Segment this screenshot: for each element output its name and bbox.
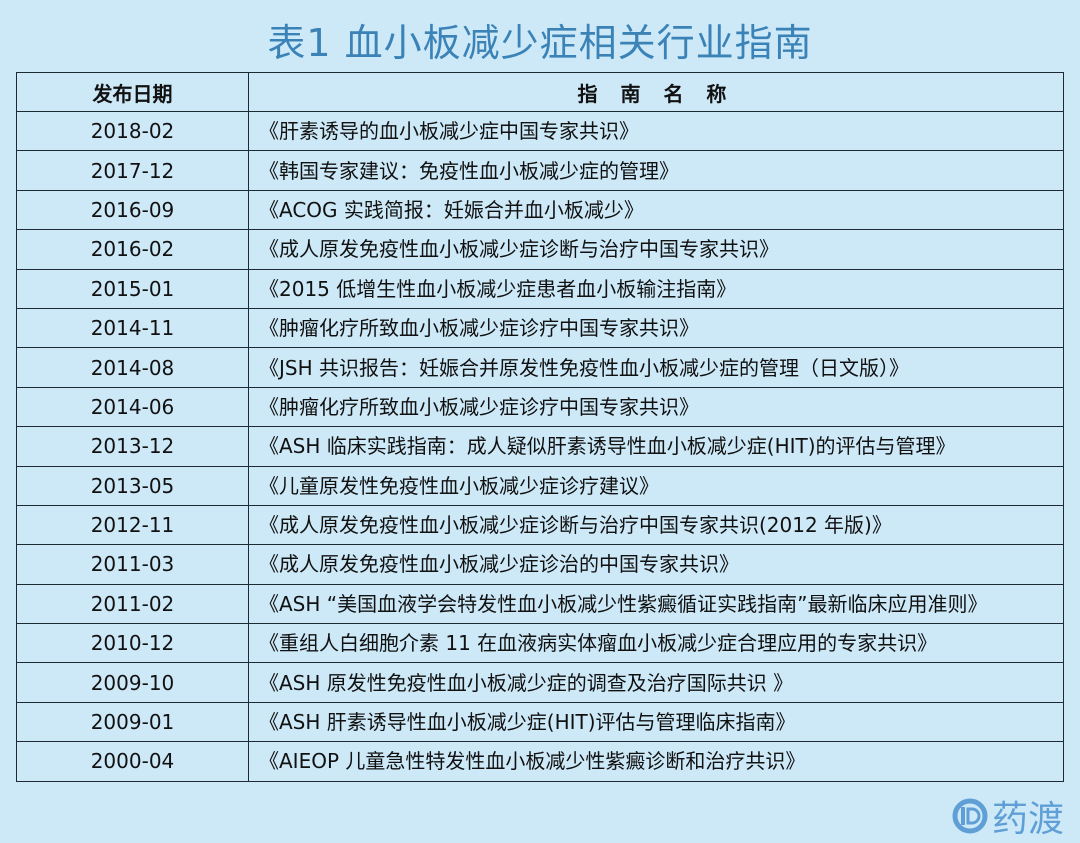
- row-guideline-name: 《成人原发免疫性血小板减少症诊治的中国专家共识》: [248, 544, 1064, 585]
- row-guideline-name: 《肝素诱导的血小板减少症中国专家共识》: [248, 110, 1064, 152]
- row-date: 2018-02: [16, 110, 249, 152]
- table-row: 2013-12 《ASH 临床实践指南：成人疑似肝素诱导性血小板减少症(HIT)的…: [16, 426, 1064, 467]
- row-date: 2014-11: [16, 307, 249, 349]
- row-date: 2009-01: [16, 701, 249, 743]
- table-row: 2011-02 《ASH “美国血液学会特发性血小板减少性紫癜循证实践指南”最新临…: [16, 583, 1064, 625]
- row-guideline-name: 《韩国专家建议：免疫性血小板减少症的管理》: [248, 150, 1064, 191]
- row-date: 2009-10: [16, 662, 249, 703]
- table-row: 2012-11 《成人原发免疫性血小板减少症诊断与治疗中国专家共识(2012 年版…: [16, 504, 1064, 546]
- watermark-logo: 药渡: [952, 790, 1064, 842]
- table-header-row: 发布日期 指 南 名 称: [16, 72, 1064, 112]
- row-date: 2017-12: [16, 150, 249, 191]
- row-guideline-name: 《ASH “美国血液学会特发性血小板减少性紫癜循证实践指南”最新临床应用准则》: [248, 583, 1064, 625]
- row-guideline-name: 《成人原发免疫性血小板减少症诊断与治疗中国专家共识(2012 年版)》: [248, 504, 1064, 546]
- row-guideline-name: 《2015 低增生性血小板减少症患者血小板输注指南》: [248, 268, 1064, 309]
- table-row: 2014-11 《肿瘤化疗所致血小板减少症诊疗中国专家共识》: [16, 307, 1064, 349]
- row-guideline-name: 《肿瘤化疗所致血小板减少症诊疗中国专家共识》: [248, 386, 1064, 428]
- row-guideline-name: 《儿童原发性免疫性血小板减少症诊疗建议》: [248, 465, 1064, 506]
- row-date: 2016-09: [16, 189, 249, 231]
- row-date: 2000-04: [16, 741, 249, 782]
- row-guideline-name: 《成人原发免疫性血小板减少症诊断与治疗中国专家共识》: [248, 229, 1064, 270]
- logo-text: 药渡: [992, 799, 1065, 840]
- table-row: 2017-12 《韩国专家建议：免疫性血小板减少症的管理》: [16, 150, 1064, 191]
- row-guideline-name: 《AIEOP 儿童急性特发性血小板减少性紫癜诊断和治疗共识》: [248, 741, 1064, 782]
- table-row: 2016-02 《成人原发免疫性血小板减少症诊断与治疗中国专家共识》: [16, 229, 1064, 270]
- page-title: 表1 血小板减少症相关行业指南: [267, 21, 813, 65]
- logo-icon: [952, 798, 988, 834]
- row-guideline-name: 《肿瘤化疗所致血小板减少症诊疗中国专家共识》: [248, 307, 1064, 349]
- row-guideline-name: 《ASH 临床实践指南：成人疑似肝素诱导性血小板减少症(HIT)的评估与管理》: [248, 426, 1064, 467]
- row-guideline-name: 《ASH 原发性免疫性血小板减少症的调查及治疗国际共识 》: [248, 662, 1064, 703]
- row-date: 2013-05: [16, 465, 249, 506]
- row-date: 2011-03: [16, 544, 249, 585]
- row-date: 2015-01: [16, 268, 249, 309]
- table-row: 2015-01 《2015 低增生性血小板减少症患者血小板输注指南》: [16, 268, 1064, 309]
- header-name: 指 南 名 称: [248, 72, 1064, 112]
- row-date: 2011-02: [16, 583, 249, 625]
- row-guideline-name: 《JSH 共识报告：妊娠合并原发性免疫性血小板减少症的管理（日文版）》: [248, 347, 1064, 388]
- row-date: 2016-02: [16, 229, 249, 270]
- row-date: 2013-12: [16, 426, 249, 467]
- table-row: 2013-05 《儿童原发性免疫性血小板减少症诊疗建议》: [16, 465, 1064, 506]
- row-date: 2012-11: [16, 504, 249, 546]
- row-date: 2010-12: [16, 623, 249, 664]
- row-date: 2014-06: [16, 386, 249, 428]
- row-guideline-name: 《ASH 肝素诱导性血小板减少症(HIT)评估与管理临床指南》: [248, 701, 1064, 743]
- table-row: 2000-04 《AIEOP 儿童急性特发性血小板减少性紫癜诊断和治疗共识》: [16, 741, 1064, 782]
- guidelines-table: 发布日期 指 南 名 称 2018-02 《肝素诱导的血小板减少症中国专家共识》 2…: [16, 72, 1064, 782]
- table-row: 2014-08 《JSH 共识报告：妊娠合并原发性免疫性血小板减少症的管理（日文版…: [16, 347, 1064, 388]
- table-row: 2014-06 《肿瘤化疗所致血小板减少症诊疗中国专家共识》: [16, 386, 1064, 428]
- table-row: 2016-09 《ACOG 实践简报：妊娠合并血小板减少》: [16, 189, 1064, 231]
- table-row: 2010-12 《重组人白细胞介素 11 在血液病实体瘤血小板减少症合理应用的专家…: [16, 623, 1064, 664]
- table-row: 2009-01 《ASH 肝素诱导性血小板减少症(HIT)评估与管理临床指南》: [16, 701, 1064, 743]
- row-guideline-name: 《重组人白细胞介素 11 在血液病实体瘤血小板减少症合理应用的专家共识》: [248, 623, 1064, 664]
- table-row: 2011-03 《成人原发免疫性血小板减少症诊治的中国专家共识》: [16, 544, 1064, 585]
- row-date: 2014-08: [16, 347, 249, 388]
- table-row: 2009-10 《ASH 原发性免疫性血小板减少症的调查及治疗国际共识 》: [16, 662, 1064, 703]
- row-guideline-name: 《ACOG 实践简报：妊娠合并血小板减少》: [248, 189, 1064, 231]
- table-row: 2018-02 《肝素诱导的血小板减少症中国专家共识》: [16, 110, 1064, 152]
- header-date: 发布日期: [16, 72, 249, 112]
